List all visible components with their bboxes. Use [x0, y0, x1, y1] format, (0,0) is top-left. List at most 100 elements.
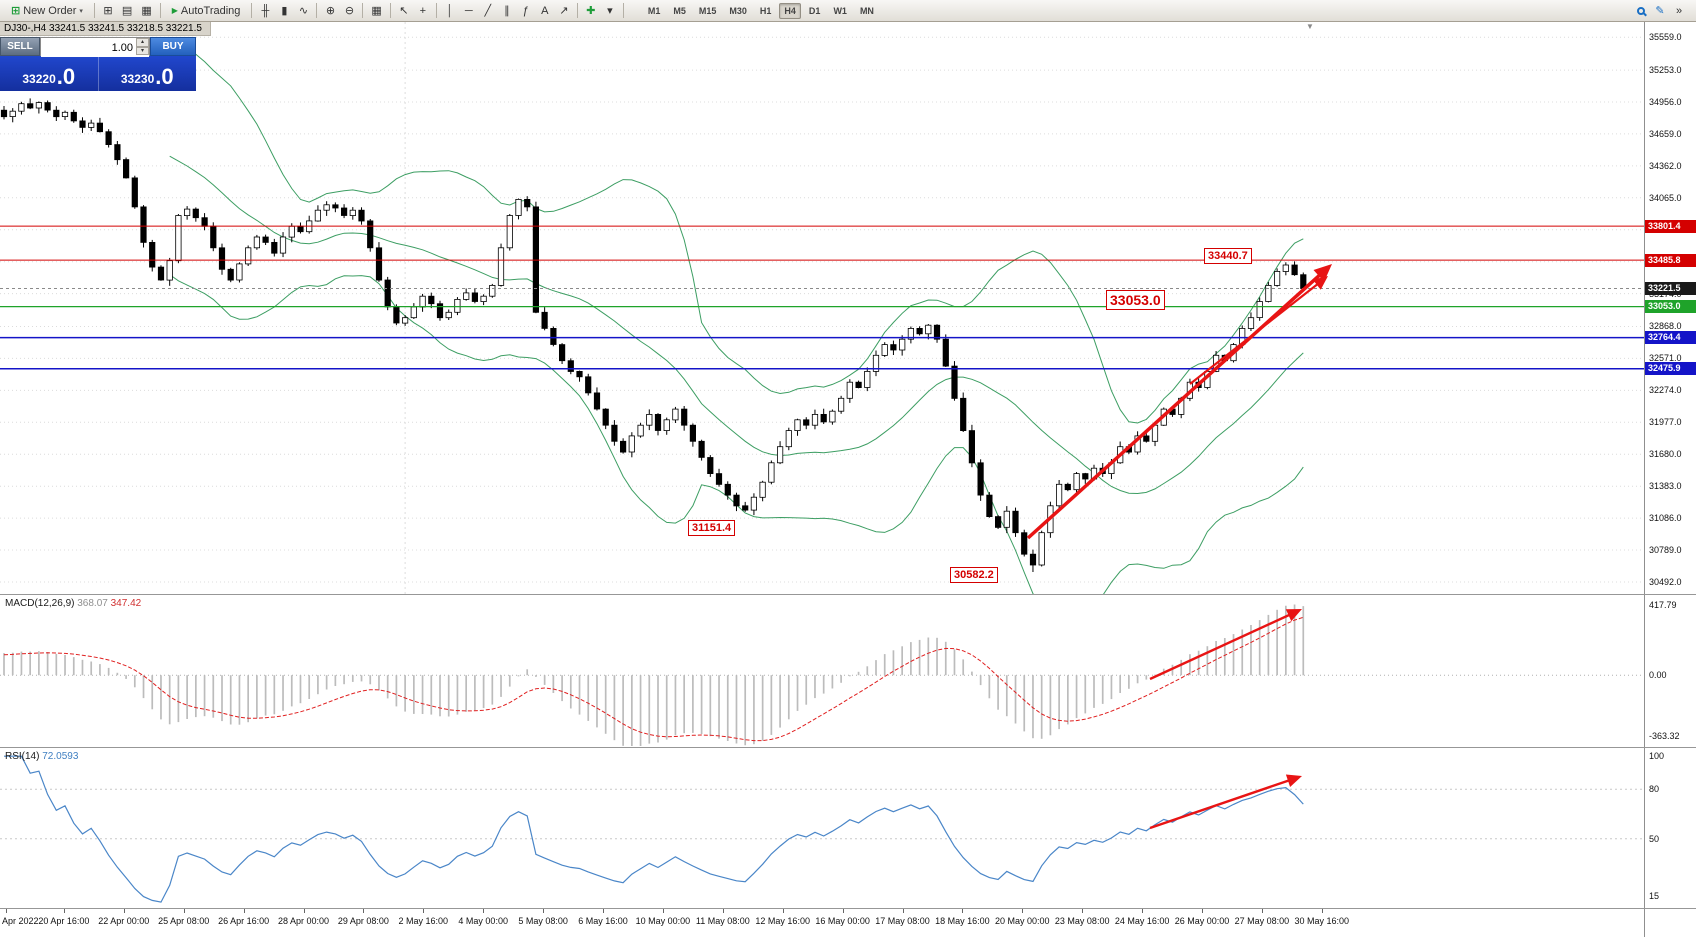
zoom-in-icon[interactable]: ⊕ [321, 2, 339, 20]
macd-indicator-label: MACD(12,26,9) 368.07 347.42 [5, 598, 141, 609]
price-axis-label: 30789.0 [1649, 545, 1682, 556]
sell-button[interactable]: SELL [0, 37, 40, 56]
strategy-tester-icon-glyph: ▦ [141, 5, 152, 17]
timeframe-m15[interactable]: M15 [694, 3, 722, 19]
chart-shift-marker[interactable]: ▼ [1306, 22, 1314, 31]
time-axis-label: 27 May 08:00 [1234, 916, 1290, 926]
text-label-icon[interactable]: A [536, 2, 554, 20]
timeframe-m1[interactable]: M1 [643, 3, 666, 19]
price-axis-label: 34659.0 [1649, 128, 1682, 139]
time-axis-label: 18 May 16:00 [935, 916, 990, 926]
timeframe-m30[interactable]: M30 [724, 3, 752, 19]
price-annotation[interactable]: 33440.7 [1204, 248, 1252, 265]
text-label-icon-glyph: A [541, 4, 549, 17]
chart-window: ▼ DJ30-,H4 33241.5 33241.5 33218.5 33221… [0, 22, 1696, 937]
macd-panel[interactable]: MACD(12,26,9) 368.07 347.42 [0, 595, 1644, 747]
toolbar-overflow-icon[interactable]: » [1670, 2, 1688, 20]
time-axis-label: 29 Apr 08:00 [337, 916, 389, 926]
timeframe-mn[interactable]: MN [855, 3, 879, 19]
price-axis-label: 31383.0 [1649, 481, 1682, 492]
strategy-tester-icon[interactable]: ▦ [137, 2, 155, 20]
volume-increase-button[interactable]: ▴ [136, 38, 149, 47]
price-annotation[interactable]: 31151.4 [688, 520, 736, 537]
new-order-icon: ⊞ [11, 5, 21, 17]
toolbar-separator [251, 3, 253, 18]
timeframe-d1[interactable]: D1 [804, 3, 826, 19]
timeframe-h1[interactable]: H1 [755, 3, 777, 19]
timeframe-m5[interactable]: M5 [668, 3, 691, 19]
crosshair-icon[interactable]: + [414, 2, 432, 20]
indicators-icon-glyph: ✚ [586, 5, 596, 17]
time-axis[interactable]: Apr 2022 20 Apr 16:00 22 Apr 00:00 25 Apr 0… [0, 909, 1644, 937]
bar-chart-icon-glyph: ╫ [261, 4, 270, 17]
indicators-icon[interactable]: ✚ [582, 2, 600, 20]
price-badge: 33221.5 [1645, 281, 1696, 295]
new-order-button[interactable]: ⊞ New Order ▾ [4, 2, 90, 20]
time-tick [483, 909, 485, 913]
zoom-out-icon[interactable]: ⊖ [340, 2, 358, 20]
sell-price[interactable]: 33220 .0 [0, 56, 99, 91]
arrows-icon-glyph: ↗ [559, 5, 569, 17]
toolbar-right-group: ✎» [1632, 2, 1688, 20]
profiles-icon[interactable]: ▤ [118, 2, 136, 20]
time-tick [423, 909, 425, 913]
price-axis[interactable]: 35559.0 35253.0 34956.0 34659.0 34362.0 34065… [1644, 22, 1696, 937]
time-axis-label: Apr 2022 [2, 916, 39, 926]
tile-windows-icon[interactable]: ▦ [367, 2, 385, 20]
toolbar-separator [316, 3, 318, 18]
timeframe-h4[interactable]: H4 [779, 2, 801, 19]
new-chart-icon[interactable]: ⊞ [99, 2, 117, 20]
time-tick [722, 909, 724, 913]
volume-input[interactable] [41, 39, 149, 57]
bar-chart-icon[interactable]: ╫ [256, 2, 274, 20]
time-tick [1022, 909, 1024, 913]
horizontal-line-icon[interactable]: ─ [460, 2, 478, 20]
time-tick [123, 909, 125, 913]
price-badge: 33485.8 [1645, 253, 1696, 267]
price-axis-label: 32571.0 [1649, 353, 1682, 364]
price-axis-label: 32868.0 [1649, 321, 1682, 332]
price-annotation[interactable]: 30582.2 [950, 567, 998, 584]
buy-price[interactable]: 33230 .0 [99, 56, 197, 91]
candlestick-chart-icon[interactable]: ▮ [275, 2, 293, 20]
main-chart-panel[interactable]: ▼ DJ30-,H4 33241.5 33241.5 33218.5 33221… [0, 22, 1644, 594]
time-tick [6, 909, 7, 913]
play-icon: ▶ [171, 6, 178, 15]
time-axis-label: 17 May 08:00 [875, 916, 930, 926]
cursor-icon[interactable]: ↖ [395, 2, 413, 20]
line-chart-icon-glyph: ∿ [298, 5, 309, 17]
rsi-panel[interactable]: RSI(14) 72.0593 [0, 748, 1644, 908]
styler-icon-glyph: ✎ [1655, 5, 1665, 17]
trendline-icon[interactable]: ╱ [479, 2, 497, 20]
fibonacci-icon[interactable]: ƒ [517, 2, 535, 20]
toolbar-separator [622, 3, 624, 18]
volume-field: ▴ ▾ [40, 37, 150, 57]
equidistant-channel-icon[interactable]: ∥ [498, 2, 516, 20]
buy-button[interactable]: BUY [150, 37, 196, 56]
vertical-line-icon[interactable]: │ [441, 2, 459, 20]
volume-decrease-button[interactable]: ▾ [136, 46, 149, 55]
arrows-icon[interactable]: ↗ [555, 2, 573, 20]
time-tick [543, 909, 545, 913]
time-tick [662, 909, 664, 913]
rsi-axis-label: 80 [1649, 784, 1660, 795]
line-chart-icon[interactable]: ∿ [294, 2, 312, 20]
new-order-label: New Order [23, 4, 77, 17]
search-icon[interactable] [1632, 2, 1650, 20]
time-axis-label: 20 May 00:00 [995, 916, 1050, 926]
time-axis-label: 23 May 08:00 [1054, 916, 1110, 926]
time-tick [603, 909, 604, 913]
panel-divider[interactable] [0, 747, 1696, 748]
horizontal-line-icon-glyph: ─ [464, 4, 473, 17]
autotrading-button[interactable]: ▶ AutoTrading [165, 2, 248, 20]
timeframe-w1[interactable]: W1 [828, 3, 852, 19]
indicators-dropdown-icon[interactable]: ▾ [601, 2, 619, 20]
panel-divider[interactable] [0, 594, 1696, 595]
vertical-line-icon-glyph: │ [446, 4, 454, 17]
rsi-axis-label: 50 [1649, 833, 1660, 844]
buy-price-main: 33230 [120, 72, 155, 86]
price-annotation[interactable]: 33053.0 [1106, 290, 1165, 311]
styler-icon[interactable]: ✎ [1651, 2, 1669, 20]
time-axis-label: 28 Apr 00:00 [277, 916, 330, 926]
drawing-tools-group: ╫ ▮ ∿ ⊕ ⊖ ▦ ↖ + │ ─ ╱ ∥ ƒ A ↗ ✚ ▾ [256, 2, 626, 20]
